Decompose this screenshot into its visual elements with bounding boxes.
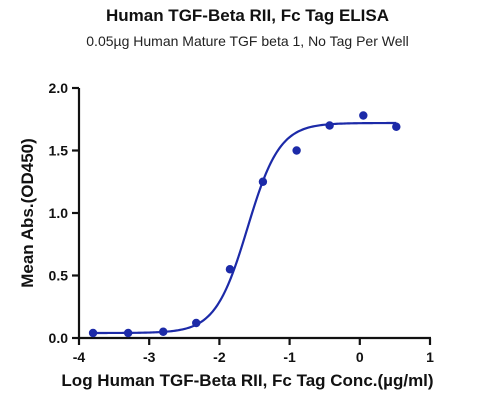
- y-tick-label: 0.0: [49, 330, 69, 346]
- y-tick-label: 2.0: [49, 80, 69, 96]
- x-tick-label: -4: [73, 349, 86, 365]
- data-point: [325, 121, 334, 130]
- chart-subtitle: 0.05µg Human Mature TGF beta 1, No Tag P…: [86, 33, 409, 49]
- y-tick-label: 1.0: [49, 205, 69, 221]
- y-tick-label: 1.5: [49, 143, 69, 159]
- x-tick-label: -1: [283, 349, 296, 365]
- chart-title: Human TGF-Beta RII, Fc Tag ELISA: [105, 6, 390, 25]
- y-tick-label: 0.5: [49, 268, 69, 284]
- data-point: [359, 111, 368, 120]
- x-tick-label: -2: [213, 349, 226, 365]
- x-tick-label: -3: [143, 349, 156, 365]
- data-point: [292, 146, 301, 155]
- x-tick-label: 0: [356, 349, 364, 365]
- y-axis-label: Mean Abs.(OD450): [18, 138, 37, 288]
- data-point: [392, 122, 401, 131]
- data-point: [123, 328, 133, 338]
- x-axis-label: Log Human TGF-Beta RII, Fc Tag Conc.(µg/…: [61, 371, 434, 390]
- data-point: [192, 318, 201, 328]
- data-point: [88, 328, 98, 338]
- data-point: [258, 177, 268, 186]
- data-point: [159, 327, 168, 336]
- data-point: [225, 265, 235, 274]
- x-tick-label: 1: [426, 349, 434, 365]
- fit-curve: [93, 121, 397, 335]
